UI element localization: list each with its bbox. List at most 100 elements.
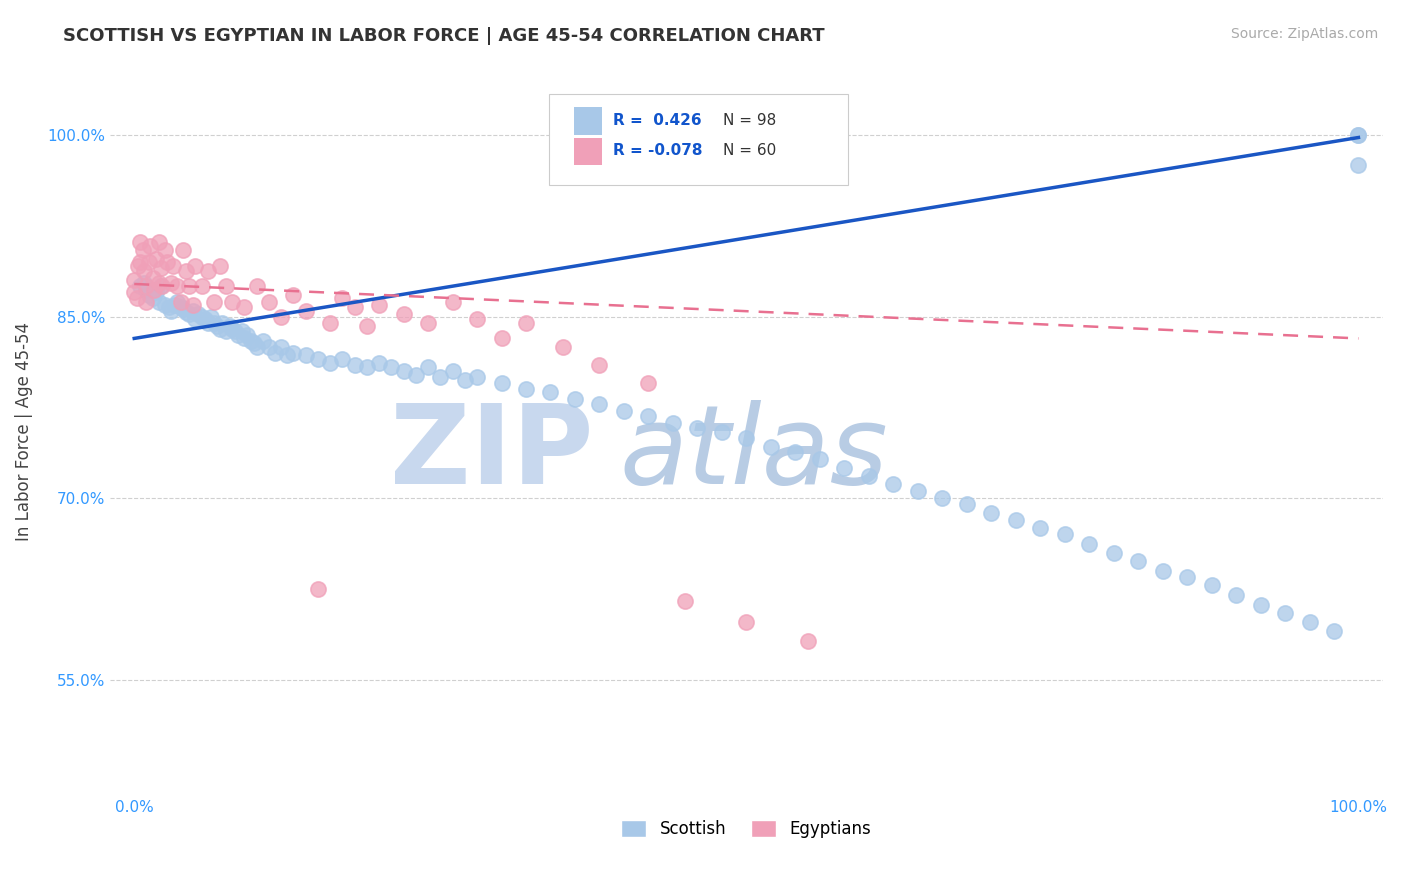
Point — [540, 384, 562, 399]
Point — [129, 279, 152, 293]
Point — [236, 327, 259, 342]
Point — [796, 634, 818, 648]
Point — [343, 300, 366, 314]
Point — [224, 324, 246, 338]
Point — [226, 327, 249, 342]
Point — [858, 469, 880, 483]
Point — [1225, 588, 1247, 602]
Point — [735, 615, 758, 629]
Point — [179, 279, 201, 293]
Point — [148, 235, 170, 249]
Text: ZIP: ZIP — [391, 400, 593, 507]
Point — [392, 307, 415, 321]
Y-axis label: In Labor Force | Age 45-54: In Labor Force | Age 45-54 — [15, 322, 32, 541]
Point — [405, 368, 427, 382]
Point — [190, 310, 212, 324]
Point — [153, 243, 176, 257]
Point — [197, 263, 219, 277]
Point — [392, 364, 415, 378]
Point — [551, 340, 574, 354]
Point — [1347, 128, 1369, 142]
FancyBboxPatch shape — [548, 94, 848, 185]
Point — [735, 431, 758, 445]
Point — [294, 348, 316, 362]
Point — [264, 346, 287, 360]
Point — [160, 276, 183, 290]
Point — [491, 376, 513, 391]
Point — [150, 261, 173, 276]
Point — [759, 441, 782, 455]
Point — [1323, 624, 1346, 639]
Point — [221, 322, 243, 336]
Point — [368, 356, 391, 370]
Point — [156, 255, 179, 269]
Point — [231, 324, 253, 338]
Point — [319, 356, 342, 370]
Point — [153, 297, 176, 311]
Point — [170, 300, 193, 314]
Text: atlas: atlas — [619, 400, 887, 507]
Point — [174, 305, 197, 319]
Point — [330, 292, 353, 306]
Point — [207, 319, 229, 334]
Point — [172, 302, 194, 317]
Point — [294, 303, 316, 318]
Point — [710, 425, 733, 439]
Point — [215, 324, 238, 338]
Point — [138, 255, 160, 269]
Point — [172, 243, 194, 257]
Point — [307, 582, 329, 596]
Point — [515, 382, 537, 396]
Point — [200, 310, 222, 324]
Point — [150, 279, 173, 293]
Point — [125, 292, 148, 306]
Point — [330, 351, 353, 366]
Point — [380, 360, 402, 375]
Point — [135, 283, 157, 297]
Point — [122, 285, 145, 300]
Point — [148, 276, 170, 290]
Point — [246, 340, 269, 354]
Point — [1298, 615, 1320, 629]
Point — [686, 421, 709, 435]
Point — [1102, 546, 1125, 560]
Point — [356, 360, 378, 375]
Point — [307, 351, 329, 366]
Point — [132, 263, 155, 277]
Point — [588, 358, 610, 372]
Point — [184, 312, 207, 326]
Point — [129, 235, 152, 249]
Point — [202, 295, 225, 310]
Point — [1029, 521, 1052, 535]
Point — [637, 376, 659, 391]
Point — [184, 259, 207, 273]
Point — [1274, 606, 1296, 620]
Point — [157, 300, 180, 314]
Point — [243, 336, 266, 351]
Point — [181, 303, 204, 318]
Point — [174, 263, 197, 277]
Point — [252, 334, 274, 348]
Point — [429, 370, 451, 384]
Point — [931, 491, 953, 505]
Point — [673, 594, 696, 608]
Point — [239, 334, 262, 348]
Point — [368, 297, 391, 311]
Point — [465, 370, 488, 384]
Point — [142, 292, 165, 306]
Point — [1347, 158, 1369, 172]
Point — [785, 445, 807, 459]
Point — [1175, 570, 1198, 584]
Point — [142, 271, 165, 285]
Point — [832, 461, 855, 475]
Point — [166, 279, 188, 293]
Point — [197, 316, 219, 330]
Point — [637, 409, 659, 423]
Text: N = 98: N = 98 — [724, 112, 776, 128]
Point — [135, 295, 157, 310]
Point — [907, 483, 929, 498]
Text: R = -0.078: R = -0.078 — [613, 143, 702, 158]
Point — [138, 288, 160, 302]
Point — [257, 295, 280, 310]
Point — [491, 331, 513, 345]
